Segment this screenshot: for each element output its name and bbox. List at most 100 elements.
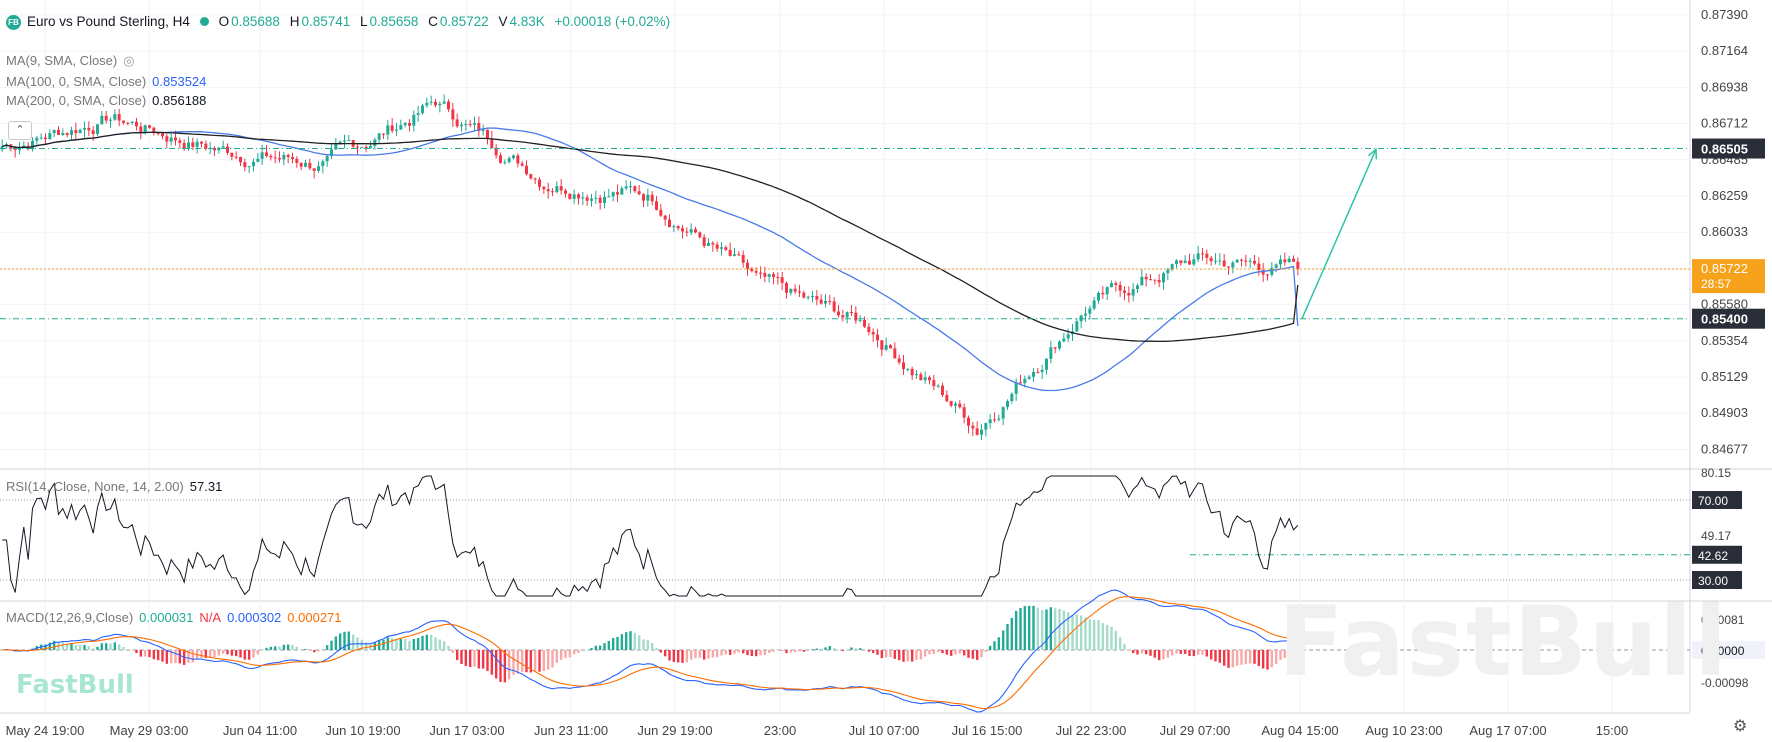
ma200-legend[interactable]: MA(200, 0, SMA, Close) 0.856188 bbox=[6, 93, 207, 108]
macd-histogram-bar bbox=[187, 650, 190, 663]
macd-histogram-bar bbox=[598, 645, 602, 650]
ma100-legend[interactable]: MA(100, 0, SMA, Close) 0.853524 bbox=[6, 74, 207, 89]
macd-histogram-bar bbox=[243, 650, 247, 660]
rsi-legend[interactable]: RSI(14, Close, None, 14, 2.00) 57.31 bbox=[6, 479, 223, 494]
candle-body bbox=[737, 254, 741, 256]
collapse-legend-button[interactable]: ⌃ bbox=[8, 121, 32, 140]
candle-body bbox=[1279, 259, 1282, 265]
macd-histogram-bar bbox=[1032, 605, 1035, 650]
candle-body bbox=[815, 295, 819, 300]
candle-body bbox=[997, 418, 1001, 420]
macd-histogram-bar bbox=[650, 642, 654, 650]
macd-histogram-bar bbox=[1227, 650, 1230, 668]
macd-histogram-bar bbox=[169, 650, 173, 664]
candle-body bbox=[949, 401, 953, 406]
candle-body bbox=[1209, 257, 1213, 262]
macd-histogram-bar bbox=[915, 650, 918, 660]
macd-histogram-bar bbox=[620, 634, 624, 650]
macd-histogram-bar bbox=[702, 650, 706, 660]
candle-body bbox=[1296, 261, 1300, 270]
macd-histogram-bar bbox=[1209, 650, 1213, 660]
macd-histogram-bar bbox=[564, 650, 567, 658]
candle-body bbox=[152, 127, 156, 133]
x-tick-label: Jun 17 03:00 bbox=[429, 723, 504, 738]
macd-legend[interactable]: MACD(12,26,9,Close) 0.000031 N/A 0.000302 0.… bbox=[6, 610, 342, 625]
candle-body bbox=[269, 155, 273, 158]
candle-body bbox=[668, 219, 671, 228]
candle-body bbox=[390, 125, 394, 131]
macd-histogram-bar bbox=[1270, 650, 1274, 668]
candle-body bbox=[1123, 290, 1126, 293]
eye-hidden-icon[interactable]: ◎ bbox=[123, 53, 135, 68]
candle-body bbox=[572, 194, 576, 199]
x-tick-label: Jun 29 19:00 bbox=[637, 723, 712, 738]
macd-histogram-bar bbox=[269, 646, 273, 650]
candle-body bbox=[780, 277, 784, 283]
macd-histogram-bar bbox=[793, 650, 797, 653]
candle-body bbox=[629, 186, 632, 188]
candle-body bbox=[555, 186, 559, 193]
macd-histogram-bar bbox=[1114, 630, 1118, 650]
macd-histogram-bar bbox=[763, 650, 767, 656]
macd-histogram-bar bbox=[663, 650, 667, 657]
candle-body bbox=[96, 124, 99, 134]
candle-body bbox=[1153, 279, 1157, 281]
macd-histogram-bar bbox=[1062, 610, 1066, 650]
macd-histogram-bar bbox=[689, 650, 693, 660]
macd-histogram-bar bbox=[1019, 608, 1022, 650]
candle-body bbox=[984, 423, 988, 430]
macd-histogram-bar bbox=[291, 645, 294, 650]
macd-histogram-bar bbox=[707, 650, 710, 659]
macd-histogram-bar bbox=[1244, 650, 1248, 665]
rsi-value: 57.31 bbox=[189, 479, 223, 494]
macd-histogram-bar bbox=[1283, 650, 1287, 658]
candle-body bbox=[187, 142, 190, 150]
rsi-level-label: 42.62 bbox=[1698, 549, 1728, 563]
candle-body bbox=[772, 274, 775, 278]
x-tick-label: Jun 10 19:00 bbox=[325, 723, 400, 738]
candle-body bbox=[928, 377, 931, 381]
projection-arrowhead bbox=[1367, 147, 1378, 160]
macd-histogram-bar bbox=[360, 639, 364, 650]
macd-histogram-bar bbox=[1287, 650, 1291, 656]
candle-body bbox=[763, 272, 767, 277]
price-tick-label: 0.86712 bbox=[1701, 116, 1748, 131]
x-tick-label: Jun 04 11:00 bbox=[223, 723, 297, 738]
candle-body bbox=[165, 136, 169, 142]
macd-histogram-bar bbox=[1097, 620, 1100, 650]
macd-histogram-bar bbox=[1118, 637, 1122, 650]
candle-body bbox=[642, 194, 645, 201]
settings-gear-icon[interactable]: ⚙ bbox=[1733, 718, 1748, 735]
candle-body bbox=[334, 144, 338, 150]
price-tick-label: 0.85580 bbox=[1701, 297, 1748, 312]
candle-body bbox=[1140, 276, 1144, 286]
macd-histogram-bar bbox=[637, 635, 641, 650]
symbol-title[interactable]: Euro vs Pound Sterling, H4 bbox=[27, 14, 190, 29]
candle-body bbox=[490, 138, 494, 148]
macd-histogram-bar bbox=[1123, 643, 1126, 650]
candle-body bbox=[338, 141, 342, 145]
candle-body bbox=[117, 114, 121, 121]
candle-body bbox=[1149, 279, 1152, 281]
candle-body bbox=[616, 192, 619, 195]
projection-arrow bbox=[1301, 148, 1377, 320]
candle-body bbox=[897, 358, 901, 363]
candle-body bbox=[481, 129, 485, 132]
macd-histogram-bar bbox=[1040, 610, 1044, 650]
candle-body bbox=[932, 380, 936, 387]
candle-body bbox=[806, 296, 810, 298]
candle-body bbox=[1175, 260, 1178, 265]
candle-body bbox=[1058, 341, 1061, 349]
macd-line-value: 0.000302 bbox=[227, 610, 282, 625]
macd-histogram-bar bbox=[858, 648, 862, 650]
ma9-legend[interactable]: MA(9, SMA, Close) ◎ bbox=[6, 53, 135, 68]
candle-body bbox=[61, 133, 65, 135]
candle-body bbox=[819, 299, 823, 304]
macd-panel bbox=[0, 589, 1690, 713]
candle-body bbox=[273, 157, 277, 159]
volume-value: 4.83K bbox=[509, 14, 545, 29]
candle-body bbox=[260, 152, 264, 159]
macd-histogram-bar bbox=[819, 648, 823, 650]
candle-body bbox=[724, 247, 728, 250]
